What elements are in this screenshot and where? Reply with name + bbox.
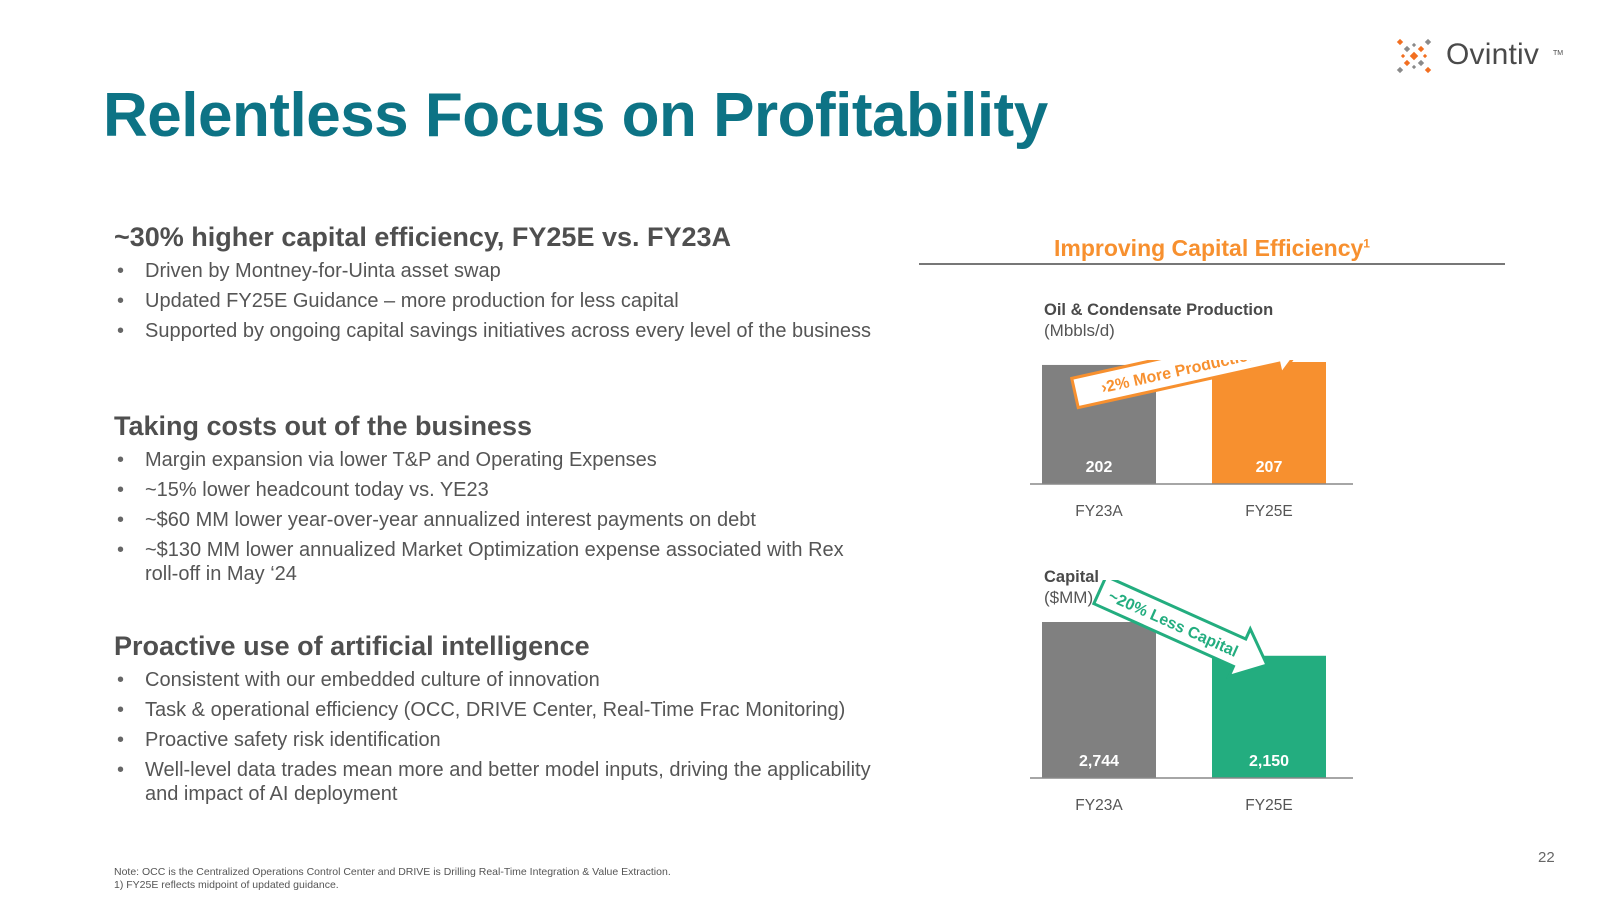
bar-fy25e xyxy=(1212,362,1326,484)
x-tick-label: FY25E xyxy=(1245,797,1292,814)
bullet-item: Proactive safety risk identification xyxy=(114,728,874,752)
x-tick-label: FY23A xyxy=(1075,797,1123,814)
logo-mark-square xyxy=(1400,53,1406,59)
chart-unit-capital: ($MM) xyxy=(1044,588,1094,607)
bullet-item: Margin expansion via lower T&P and Opera… xyxy=(114,448,874,472)
footnote-1: 1) FY25E reflects midpoint of updated gu… xyxy=(114,879,339,891)
panel-divider xyxy=(919,263,1505,265)
arrow-shape xyxy=(1069,360,1308,410)
panel-title: Improving Capital Efficiency1 xyxy=(919,235,1505,262)
section-heading: Taking costs out of the business xyxy=(114,411,533,441)
logo-mark-square xyxy=(1403,45,1411,53)
bar-value-label: 202 xyxy=(1086,459,1113,476)
chart-title-capital: Capital xyxy=(1044,568,1100,586)
logo-mark-square xyxy=(1417,59,1425,67)
logo-trademark: TM xyxy=(1553,50,1564,57)
logo-mark-square xyxy=(1396,38,1404,46)
logo-mark-square xyxy=(1422,53,1428,59)
bullet-item: Supported by ongoing capital savings ini… xyxy=(114,319,874,343)
logo-mark-square xyxy=(1411,64,1417,70)
bar-fy23a xyxy=(1042,622,1156,778)
bar-value-label: 2,150 xyxy=(1249,753,1289,770)
chart-unit-production: (Mbbls/d) xyxy=(1044,321,1115,340)
bullet-list: Margin expansion via lower T&P and Opera… xyxy=(114,448,874,586)
bar-value-label: 207 xyxy=(1256,459,1283,476)
logo-mark-square xyxy=(1424,38,1432,46)
logo-mark-square xyxy=(1409,51,1419,61)
bullet-item: Consistent with our embedded culture of … xyxy=(114,668,874,692)
section-taking-costs-out: Taking costs out of the business Margin … xyxy=(114,411,874,592)
logo-text: Ovintiv xyxy=(1446,38,1540,71)
bullet-item: Task & operational efficiency (OCC, DRIV… xyxy=(114,698,874,722)
page-number: 22 xyxy=(1538,849,1555,866)
bar-value-label: 2,744 xyxy=(1079,753,1119,770)
bullet-list: Driven by Montney-for-Uinta asset swap U… xyxy=(114,259,874,343)
logo-mark-icon xyxy=(1396,38,1432,74)
footnotes: Note: OCC is the Centralized Operations … xyxy=(114,866,671,892)
bullet-item: Well-level data trades mean more and bet… xyxy=(114,758,874,806)
logo-mark-square xyxy=(1424,66,1432,74)
panel-title-footnote-ref: 1 xyxy=(1363,236,1370,251)
footnote-note: Note: OCC is the Centralized Operations … xyxy=(114,866,671,878)
arrow-shape xyxy=(1091,580,1270,679)
chart-title-production: Oil & Condensate Production xyxy=(1044,301,1274,319)
bullet-item: ~15% lower headcount today vs. YE23 xyxy=(114,478,874,502)
bullet-item: Updated FY25E Guidance – more production… xyxy=(114,289,874,313)
x-tick-label: FY23A xyxy=(1075,503,1123,520)
bullet-item: Driven by Montney-for-Uinta asset swap xyxy=(114,259,874,283)
page-title: Relentless Focus on Profitability xyxy=(103,81,1048,150)
panel-title-text: Improving Capital Efficiency xyxy=(1054,235,1364,261)
bullet-list: Consistent with our embedded culture of … xyxy=(114,668,874,806)
section-artificial-intelligence: Proactive use of artificial intelligence… xyxy=(114,631,874,812)
section-capital-efficiency: ~30% higher capital efficiency, FY25E vs… xyxy=(114,222,874,349)
bullet-item: ~$130 MM lower annualized Market Optimiz… xyxy=(114,538,874,586)
bullet-item: ~$60 MM lower year-over-year annualized … xyxy=(114,508,874,532)
ovintiv-logo xyxy=(1396,38,1432,74)
section-heading: Proactive use of artificial intelligence xyxy=(114,631,590,661)
logo-mark-square xyxy=(1396,66,1404,74)
logo-mark-square xyxy=(1417,45,1425,53)
logo-mark-square xyxy=(1411,42,1417,48)
logo-mark-square xyxy=(1403,59,1411,67)
x-tick-label: FY25E xyxy=(1245,503,1292,520)
section-heading: ~30% higher capital efficiency, FY25E vs… xyxy=(114,222,732,252)
